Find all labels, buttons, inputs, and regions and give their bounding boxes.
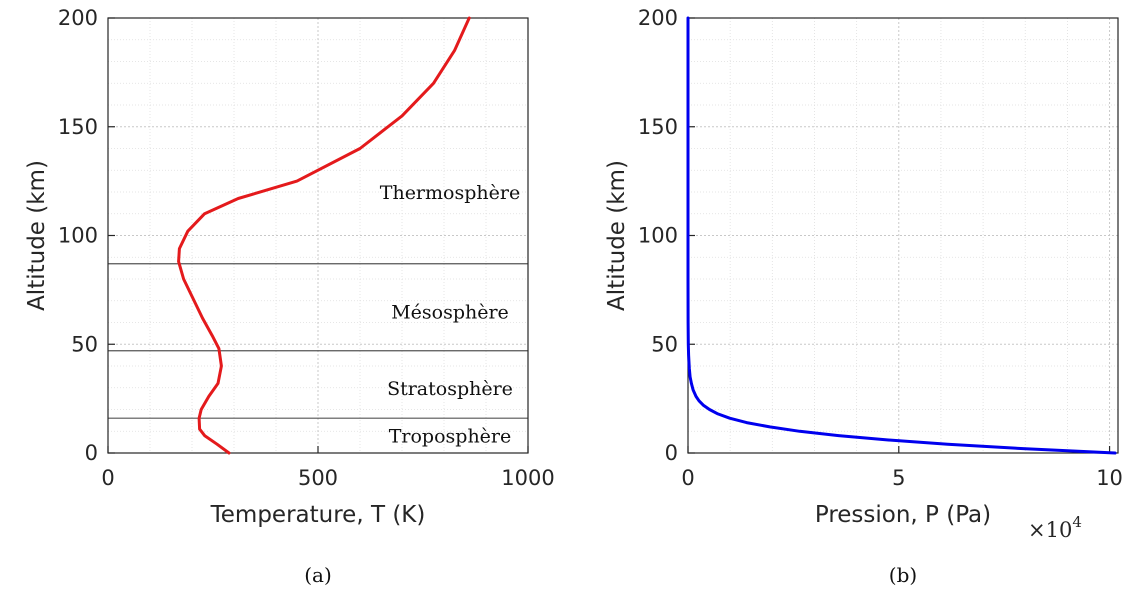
y-tick-label: 0 <box>85 441 98 465</box>
y-tick-label: 150 <box>638 115 678 139</box>
series-line <box>686 16 1117 455</box>
x-tick-label: 0 <box>681 466 694 490</box>
x-tick-label: 1000 <box>501 466 554 490</box>
x-tick-label: 500 <box>298 466 338 490</box>
y-axis-label: Altitude (km) <box>24 160 50 311</box>
region-label: Stratosphère <box>387 378 513 400</box>
region-label: Thermosphère <box>380 182 520 204</box>
region-label: Mésosphère <box>391 302 509 324</box>
x-axis-label: Temperature, T (K) <box>210 502 426 528</box>
x-axis-multiplier-exponent: 4 <box>1072 513 1082 531</box>
y-tick-label: 100 <box>58 224 98 248</box>
y-tick-label: 50 <box>71 332 98 356</box>
chart-temperature: 0 500 1000 0 50 100 150 200 Temperature, T (K) Al… <box>24 6 555 587</box>
y-axis-label: Altitude (km) <box>604 160 630 311</box>
series-line <box>177 16 471 455</box>
region-label: Troposphère <box>389 426 512 448</box>
y-tick-label: 150 <box>58 115 98 139</box>
subfigure-caption: (a) <box>304 563 332 587</box>
y-tick-label: 100 <box>638 224 678 248</box>
y-tick-label: 200 <box>638 6 678 30</box>
y-tick-label: 0 <box>665 441 678 465</box>
x-axis-label: Pression, P (Pa) <box>815 502 991 528</box>
y-tick-label: 200 <box>58 6 98 30</box>
x-tick-label: 0 <box>101 466 114 490</box>
x-tick-label: 5 <box>892 466 905 490</box>
y-tick-label: 50 <box>651 332 678 356</box>
subfigure-caption: (b) <box>889 563 917 587</box>
x-tick-label: 10 <box>1096 466 1123 490</box>
x-axis-multiplier: ×104 <box>1028 513 1082 542</box>
